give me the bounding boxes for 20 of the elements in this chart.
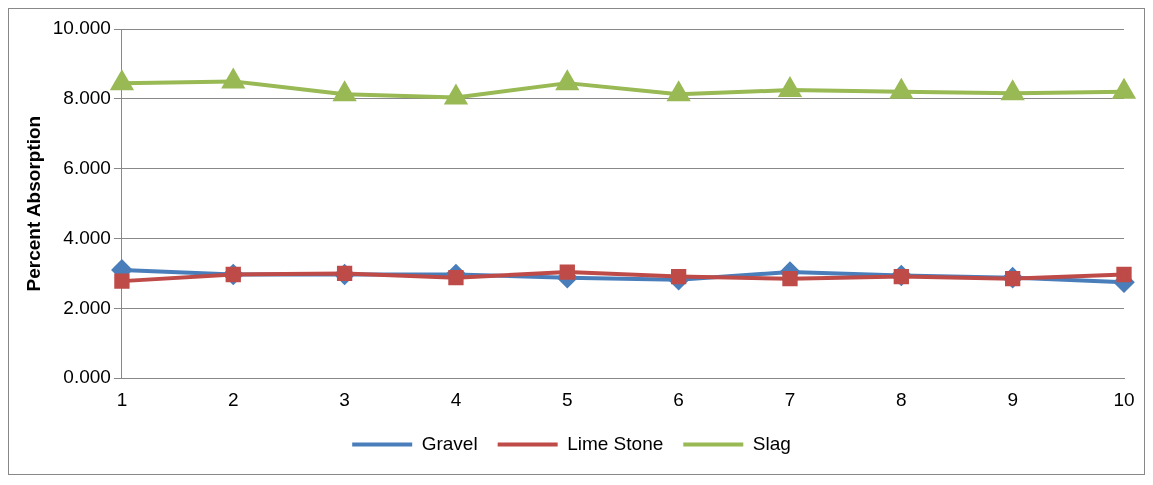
y-tick-label: 4.000: [63, 226, 111, 248]
x-tick-label: 8: [896, 388, 907, 410]
x-tick-label: 9: [1007, 388, 1018, 410]
y-tick-label: 0.000: [63, 366, 111, 388]
x-tick-label: 5: [562, 388, 573, 410]
legend-label: Lime Stone: [567, 432, 664, 454]
legend-label: Gravel: [421, 432, 478, 454]
y-tick-label: 2.000: [63, 296, 111, 318]
legend-label: Slag: [752, 432, 791, 454]
y-tick-label: 8.000: [63, 87, 111, 109]
x-tick-label: 10: [1113, 388, 1135, 410]
x-tick-label: 6: [673, 388, 684, 410]
x-tick-label: 1: [116, 388, 128, 410]
y-tick-label: 6.000: [63, 156, 111, 178]
x-tick-label: 2: [227, 388, 239, 410]
y-tick-label: 10.000: [52, 17, 111, 39]
x-tick-label: 4: [450, 388, 462, 410]
y-axis-title: Percent Absorption: [22, 115, 44, 292]
x-tick-label: 7: [784, 388, 796, 410]
x-tick-label: 3: [339, 388, 350, 410]
